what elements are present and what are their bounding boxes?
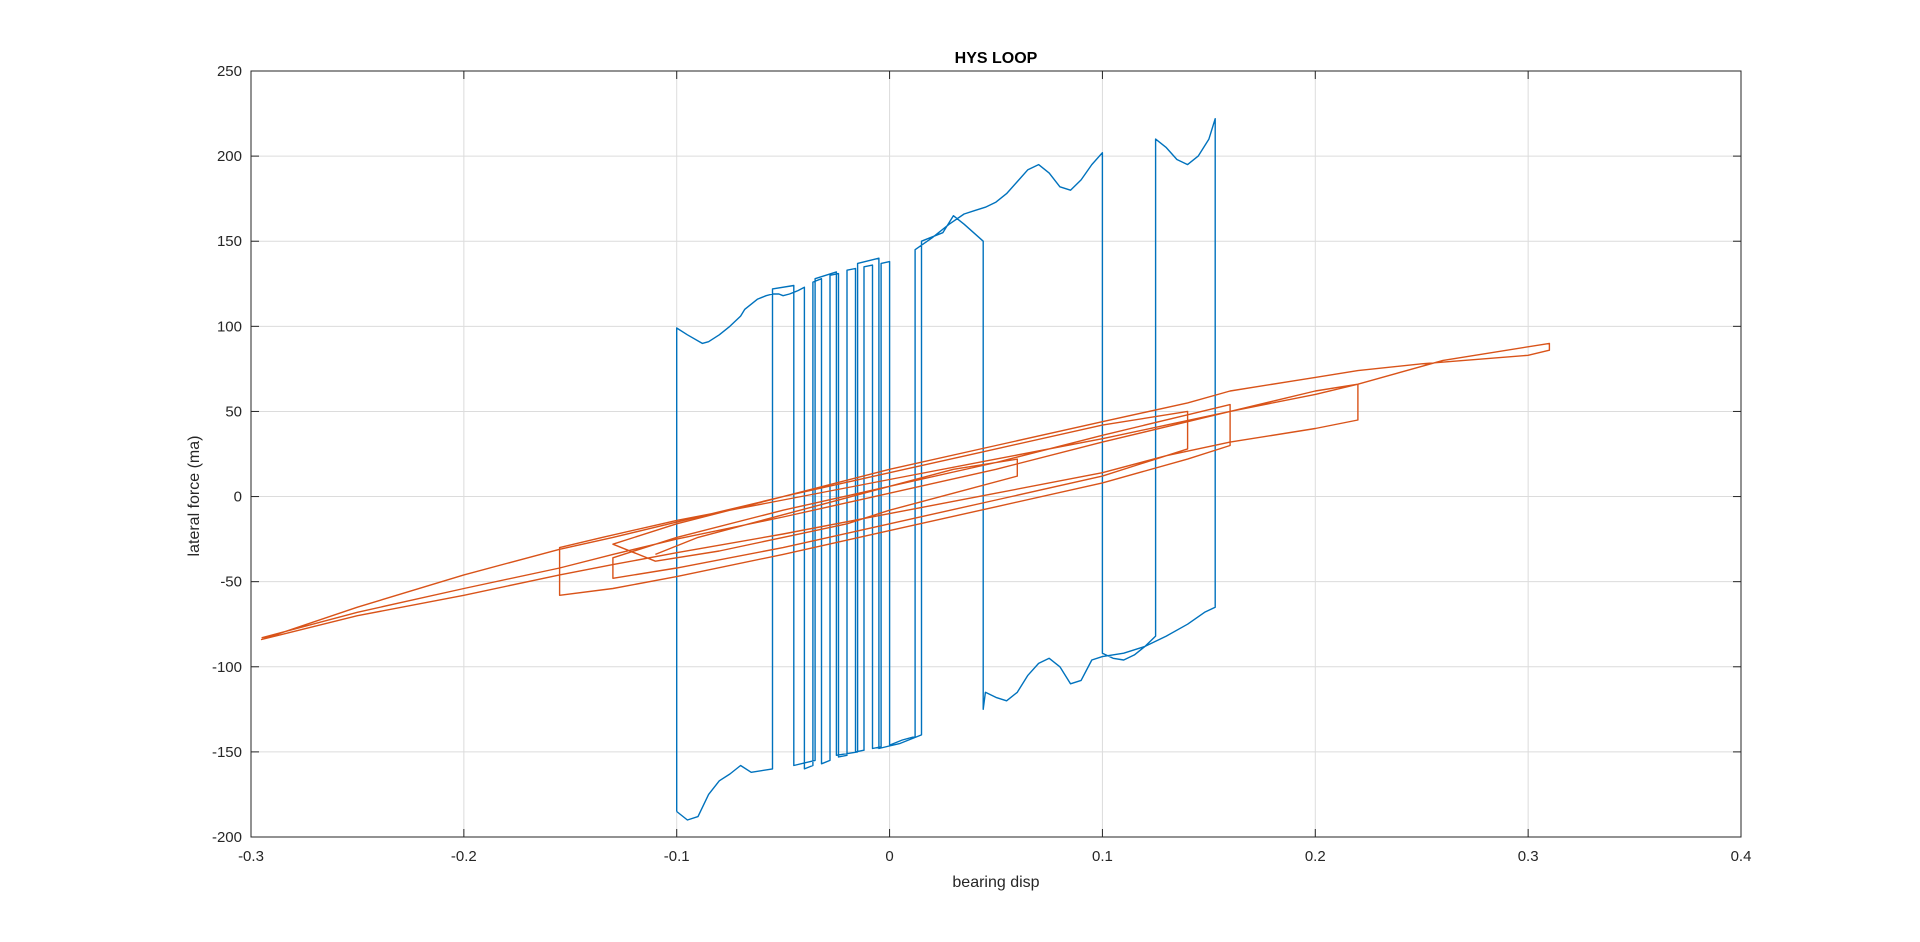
y-tick-label: -150	[212, 744, 242, 761]
y-tick-label: 100	[217, 318, 242, 335]
x-tick-label: -0.1	[664, 848, 690, 865]
series-layer	[260, 117, 1551, 821]
y-tick-label: -100	[212, 659, 242, 676]
series-line-2	[260, 342, 1551, 641]
axes-frame	[250, 70, 1742, 838]
x-tick-label: -0.3	[238, 848, 264, 865]
y-tick-label: -200	[212, 829, 242, 846]
y-tick-label: 200	[217, 148, 242, 165]
x-tick-label: 0.2	[1305, 848, 1326, 865]
x-tick-label: 0.4	[1731, 848, 1752, 865]
x-axis-label: bearing disp	[952, 874, 1039, 891]
y-axis-label: lateral force (ma)	[186, 436, 203, 557]
y-tick-label: 150	[217, 233, 242, 250]
grid-layer	[250, 70, 1742, 838]
x-tick-label: 0	[885, 848, 893, 865]
y-tick-label: 250	[217, 63, 242, 80]
y-tick-label: 0	[234, 489, 242, 506]
x-tick-label: 0.1	[1092, 848, 1113, 865]
ticks-layer: -0.3 -0.2 -0.1 0 0.1 0.2 0.3 0.4 -200 -150 -100 -50…	[212, 63, 1751, 865]
axes-box	[250, 70, 1742, 838]
y-tick-label: 50	[225, 403, 242, 420]
chart-title: HYS LOOP	[955, 50, 1038, 67]
series-line-1	[676, 117, 1216, 821]
y-tick-label: -50	[220, 574, 242, 591]
x-tick-label: -0.2	[451, 848, 477, 865]
x-tick-label: 0.3	[1518, 848, 1539, 865]
